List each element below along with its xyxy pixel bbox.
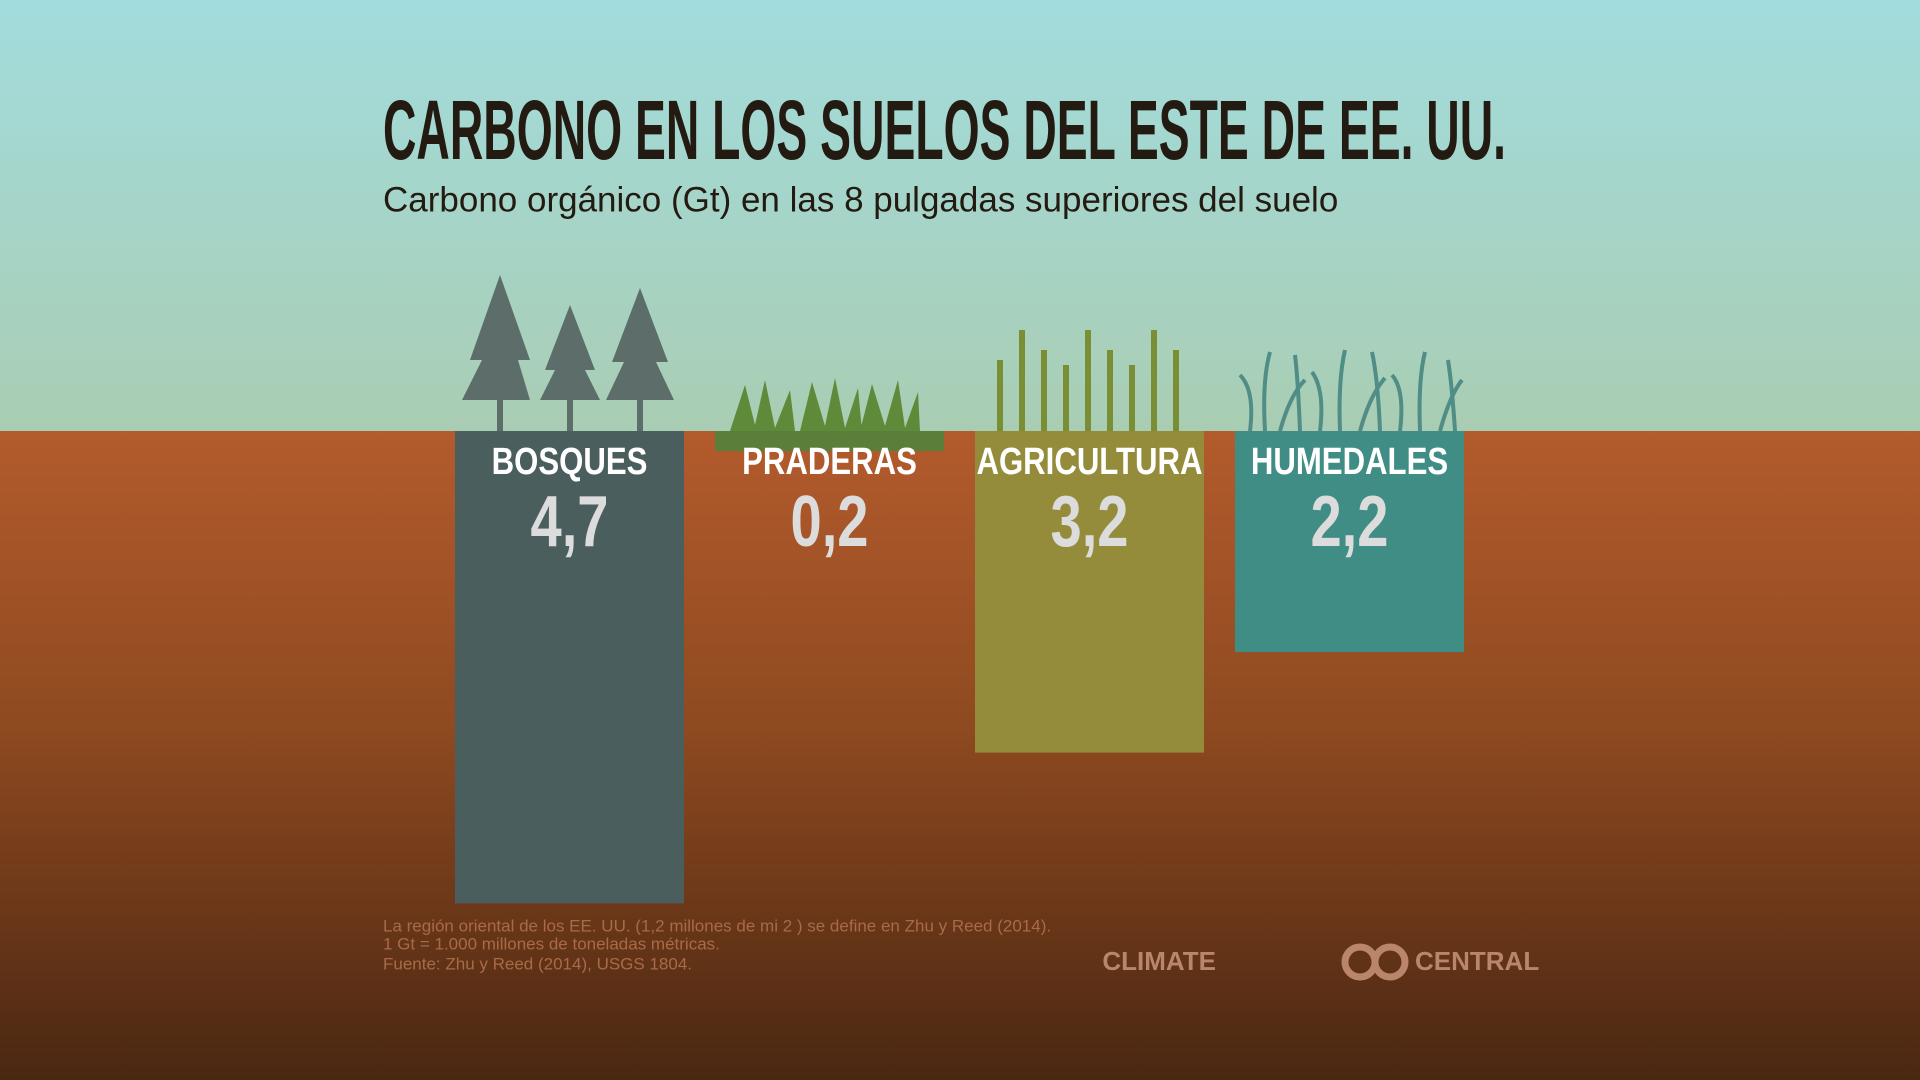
category-label: PRADERAS <box>742 441 917 483</box>
grass <box>730 378 920 431</box>
plant-icons <box>462 275 1464 432</box>
soil <box>0 431 1920 1080</box>
bar <box>455 431 684 904</box>
value-label: 0,2 <box>790 481 868 561</box>
category-label: HUMEDALES <box>1251 441 1448 483</box>
value-label: 2,2 <box>1310 481 1388 561</box>
bar <box>1235 431 1464 653</box>
logo-text: CENTRAL <box>1415 946 1539 976</box>
footnote: Fuente: Zhu y Reed (2014), USGS 1804. <box>383 954 692 973</box>
value-label: 4,7 <box>530 481 608 561</box>
footnote: La región oriental de los EE. UU. (1,2 m… <box>383 916 1051 935</box>
chart-title: CARBONO EN LOS SUELOS DEL ESTE DE EE. UU… <box>383 83 1506 177</box>
bar <box>975 431 1204 753</box>
trees <box>462 275 674 431</box>
bar <box>715 431 944 452</box>
category-label: AGRICULTURA <box>976 441 1202 483</box>
footnote: 1 Gt = 1.000 millones de toneladas métri… <box>383 934 720 953</box>
category-label: BOSQUES <box>492 441 648 483</box>
corn <box>997 330 1179 431</box>
chart-subtitle: Carbono orgánico (Gt) en las 8 pulgadas … <box>383 180 1338 219</box>
logo-text: CLIMATE <box>1102 946 1216 976</box>
reeds <box>1238 349 1464 432</box>
value-label: 3,2 <box>1050 481 1128 561</box>
logo-mark <box>1341 943 1409 981</box>
sky <box>0 0 1920 431</box>
